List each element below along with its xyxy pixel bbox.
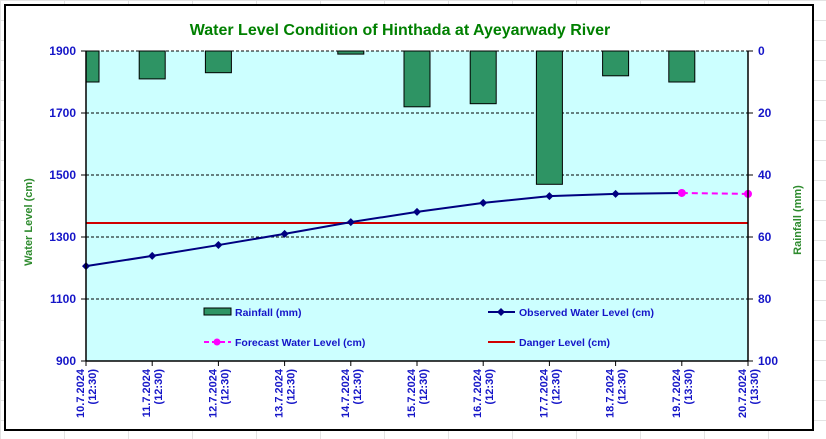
x-tick-label-time: (12:30) [484,369,496,405]
x-tick-label: 18.7.2024 [605,368,617,418]
legend-label: Observed Water Level (cm) [519,307,654,319]
legend-forecast-marker [213,338,221,346]
x-tick-label: 17.7.2024 [538,368,550,418]
x-tick-label-time: (12:30) [617,369,629,405]
y-tick-label: 1700 [49,106,76,120]
y-tick-label: 1300 [49,230,76,244]
x-tick-label-time: (12:30) [286,369,298,405]
y2-tick-label: 80 [758,292,772,306]
chart-title: Water Level Condition of Hinthada at Aye… [190,22,611,39]
observed-point [479,198,488,207]
x-tick-label-time: (12:30) [418,369,430,405]
x-tick-label-time: (12:30) [219,369,231,405]
observed-point [148,251,157,260]
legend-observed-marker [497,308,505,316]
x-tick-label-time: (12:30) [87,369,99,405]
forecast-water-level-line [681,191,749,195]
legend: Rainfall (mm) Observed Water Level (cm) Fo… [203,307,654,349]
y-tick-label: 1500 [49,168,76,182]
x-tick-label-time: (13:30) [749,369,761,405]
x-tick-label: 14.7.2024 [340,368,352,418]
rainfall-bar [469,50,497,105]
x-tick-label: 11.7.2024 [141,368,153,417]
rainfall-bar [138,50,166,80]
y2-tick-label: 40 [758,168,772,182]
x-tick-label-time: (12:30) [550,369,562,405]
y2-tick-label: 20 [758,106,772,120]
observed-point [413,207,421,216]
rainfall-bar [602,50,630,77]
observed-point [214,241,223,250]
forecast-point [677,188,686,197]
x-tick-label-time: (12:30) [153,369,165,405]
x-tick-label: 16.7.2024 [472,368,484,418]
x-tick-label-time: (13:30) [683,369,695,405]
rainfall-bar [403,50,431,108]
rainfall-bar [204,50,232,74]
x-tick-label-time: (12:30) [352,369,364,405]
rainfall-bars [85,50,696,185]
x-tick-label: 20.7.2024 [737,368,749,418]
observed-point [611,189,620,198]
water-level-lines [82,188,752,271]
x-tick-label: 15.7.2024 [406,368,418,418]
rainfall-bar [668,50,696,83]
x-tick-label: 12.7.2024 [207,368,219,418]
y2-tick-label: 0 [758,44,765,58]
y-tick-label: 900 [56,354,76,368]
rainfall-bar [85,50,100,83]
legend-rainfall-swatch [203,307,232,316]
observed-water-level-line [85,191,682,268]
legend-label: Danger Level (cm) [519,337,610,349]
y2-tick-label: 100 [758,354,778,368]
y2-axis-title: Rainfall (mm) [792,185,804,255]
y-axis-title: Water Level (cm) [23,178,35,266]
x-tick-label: 13.7.2024 [274,368,286,418]
legend-label: Rainfall (mm) [235,307,302,319]
y-tick-label: 1100 [50,292,76,306]
rainfall-bar [535,50,563,185]
rainfall-bar [337,50,365,55]
observed-point [545,192,554,201]
y-tick-label: 1900 [49,44,76,58]
observed-point [346,218,355,227]
y2-tick-label: 60 [758,230,772,244]
legend-label: Forecast Water Level (cm) [235,337,365,349]
axes: 900 1100 1300 1500 1700 1900 0 20 40 60 80 100 10.7.… [49,44,778,418]
x-tick-label: 19.7.2024 [671,368,683,418]
x-tick-label: 10.7.2024 [75,368,87,418]
observed-point [280,229,289,238]
